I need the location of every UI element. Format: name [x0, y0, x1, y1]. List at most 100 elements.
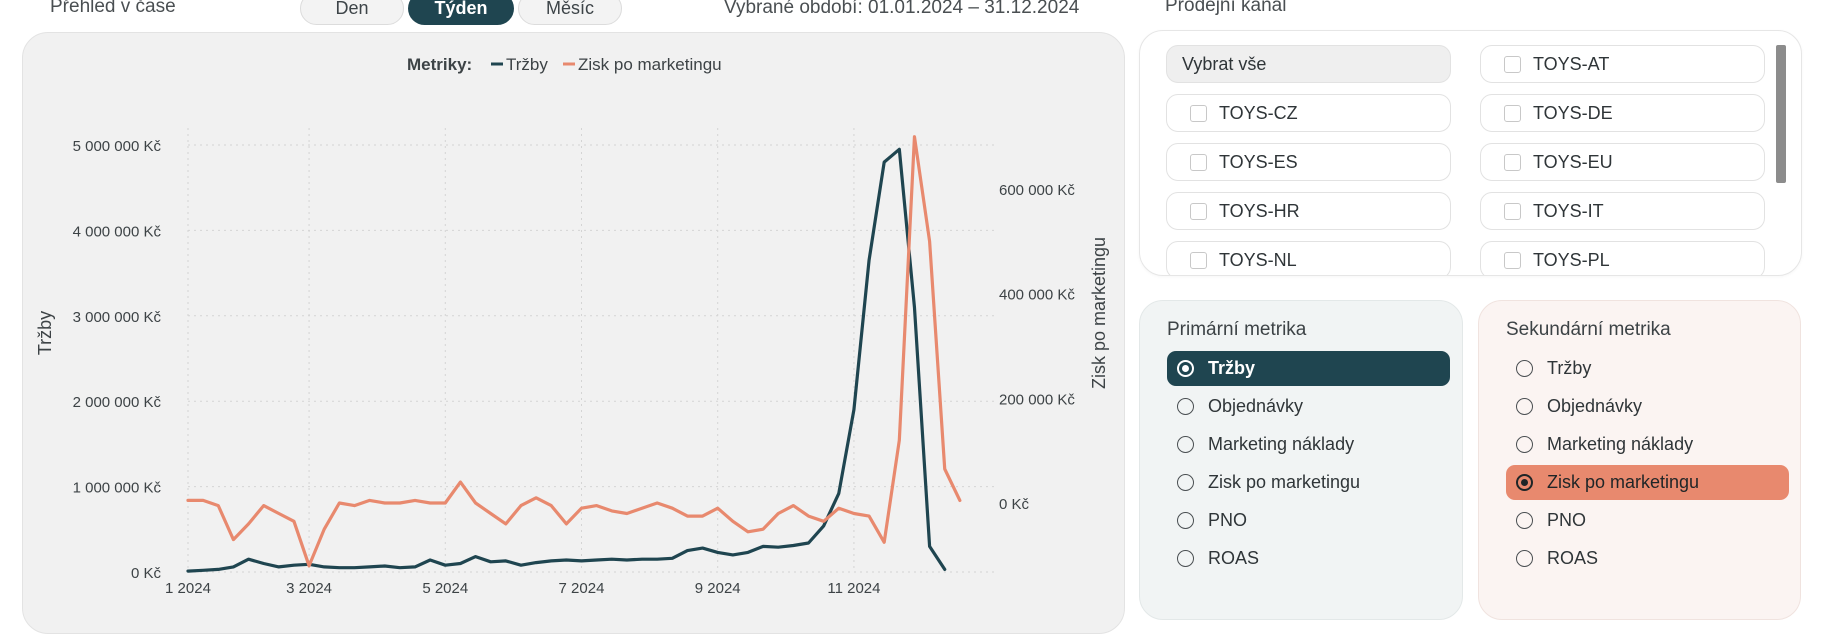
channel-label: TOYS-ES: [1219, 151, 1298, 172]
legend-label-zisk[interactable]: Zisk po marketingu: [578, 55, 722, 74]
y2-tick-label: 400 000 Kč: [999, 287, 1075, 304]
channel-toys-it[interactable]: TOYS-IT: [1480, 192, 1765, 230]
channel-label: TOYS-IT: [1533, 200, 1604, 221]
select-all-channels-button[interactable]: Vybrat vše: [1166, 45, 1451, 83]
y-tick-label: 1 000 000 Kč: [73, 480, 162, 497]
timeline-chart: 0 Kč 1 000 000 Kč 2 000 000 Kč 3 000 000 Kč…: [35, 55, 1109, 597]
radio-icon[interactable]: [1516, 550, 1533, 567]
select-all-label: Vybrat vše: [1182, 53, 1267, 74]
channel-toys-at[interactable]: TOYS-AT: [1480, 45, 1765, 83]
secondary-option-objednavky[interactable]: Objednávky: [1506, 389, 1789, 424]
primary-metric-panel: Primární metrika Tržby Objednávky Market…: [1139, 300, 1463, 620]
option-label: Tržby: [1208, 358, 1256, 378]
chart-legend[interactable]: Metriky: Tržby Zisk po marketingu: [407, 55, 722, 74]
radio-icon[interactable]: [1177, 474, 1194, 491]
radio-icon[interactable]: [1177, 398, 1194, 415]
checkbox-icon[interactable]: [1190, 153, 1207, 171]
y-tick-label: 5 000 000 Kč: [73, 138, 162, 155]
radio-icon[interactable]: [1516, 436, 1533, 453]
primary-option-marketing-naklady[interactable]: Marketing náklady: [1167, 427, 1450, 462]
channel-label: TOYS-HR: [1219, 200, 1300, 221]
channel-label: TOYS-AT: [1533, 53, 1610, 74]
primary-option-pno[interactable]: PNO: [1167, 503, 1450, 538]
option-label: Objednávky: [1208, 396, 1304, 416]
granularity-week-button[interactable]: Týden: [408, 0, 514, 25]
channel-toys-hr[interactable]: TOYS-HR: [1166, 192, 1451, 230]
secondary-option-marketing-naklady[interactable]: Marketing náklady: [1506, 427, 1789, 462]
checkbox-icon[interactable]: [1504, 202, 1521, 220]
primary-option-zisk-po-marketingu[interactable]: Zisk po marketingu: [1167, 465, 1450, 500]
x-tick-label: 7 2024: [559, 580, 605, 597]
checkbox-icon[interactable]: [1190, 251, 1207, 269]
radio-icon[interactable]: [1177, 550, 1194, 567]
radio-icon[interactable]: [1177, 436, 1194, 453]
y-tick-label: 0 Kč: [131, 565, 162, 582]
series-line-trzby[interactable]: [186, 147, 947, 573]
radio-icon[interactable]: [1177, 512, 1194, 529]
primary-option-objednavky[interactable]: Objednávky: [1167, 389, 1450, 424]
secondary-option-pno[interactable]: PNO: [1506, 503, 1789, 538]
secondary-option-zisk-po-marketingu[interactable]: Zisk po marketingu: [1506, 465, 1789, 500]
option-label: Marketing náklady: [1547, 434, 1694, 454]
chart-axes: 0 Kč 1 000 000 Kč 2 000 000 Kč 3 000 000 Kč…: [73, 138, 1076, 597]
radio-selected-icon[interactable]: [1177, 360, 1194, 377]
channel-toys-de[interactable]: TOYS-DE: [1480, 94, 1765, 132]
option-label: PNO: [1208, 510, 1248, 530]
section-title: Přehled v čase: [50, 0, 176, 17]
radio-icon[interactable]: [1516, 512, 1533, 529]
y-tick-label: 4 000 000 Kč: [73, 223, 162, 240]
granularity-month-button[interactable]: Měsíc: [518, 0, 622, 25]
legend-label-trzby[interactable]: Tržby: [506, 55, 548, 74]
channel-label: TOYS-DE: [1533, 102, 1613, 123]
timeline-chart-panel: 0 Kč 1 000 000 Kč 2 000 000 Kč 3 000 000 Kč…: [22, 32, 1125, 634]
x-tick-label: 11 2024: [827, 580, 880, 597]
chart-grid: [187, 128, 998, 573]
y-axis-label: Tržby: [35, 311, 55, 355]
x-tick-label: 1 2024: [165, 580, 211, 597]
channel-toys-pl[interactable]: TOYS-PL: [1480, 241, 1765, 275]
channel-toys-es[interactable]: TOYS-ES: [1166, 143, 1451, 181]
option-label: ROAS: [1547, 548, 1599, 568]
radio-selected-icon[interactable]: [1516, 474, 1533, 491]
secondary-metric-title: Sekundární metrika: [1506, 319, 1671, 340]
option-label: Objednávky: [1547, 396, 1643, 416]
channel-label: TOYS-EU: [1533, 151, 1613, 172]
channel-toys-cz[interactable]: TOYS-CZ: [1166, 94, 1451, 132]
channel-toys-eu[interactable]: TOYS-EU: [1480, 143, 1765, 181]
primary-option-trzby[interactable]: Tržby: [1167, 351, 1450, 386]
channel-label: TOYS-PL: [1533, 249, 1610, 270]
checkbox-icon[interactable]: [1190, 202, 1207, 220]
option-label: PNO: [1547, 510, 1587, 530]
secondary-metric-panel: Sekundární metrika Tržby Objednávky Mark…: [1478, 300, 1801, 620]
x-tick-label: 3 2024: [286, 580, 332, 597]
primary-metric-title: Primární metrika: [1167, 319, 1307, 340]
y2-tick-label: 600 000 Kč: [999, 182, 1075, 199]
channel-list-scrollbar[interactable]: [1776, 45, 1786, 183]
option-label: Tržby: [1547, 358, 1592, 378]
channel-title: Prodejní kanál: [1165, 0, 1287, 16]
series-line-zisk-po-marketingu[interactable]: [186, 135, 962, 568]
channel-label: TOYS-CZ: [1219, 102, 1298, 123]
checkbox-icon[interactable]: [1190, 104, 1207, 122]
x-tick-label: 9 2024: [695, 580, 741, 597]
option-label: Zisk po marketingu: [1208, 472, 1361, 492]
checkbox-icon[interactable]: [1504, 104, 1521, 122]
legend-title: Metriky:: [407, 55, 472, 74]
granularity-day-button[interactable]: Den: [300, 0, 404, 25]
checkbox-icon[interactable]: [1504, 55, 1521, 73]
y2-axis-label: Zisk po marketingu: [1089, 237, 1109, 389]
channel-toys-nl[interactable]: TOYS-NL: [1166, 241, 1451, 275]
checkbox-icon[interactable]: [1504, 153, 1521, 171]
secondary-option-trzby[interactable]: Tržby: [1506, 351, 1789, 386]
secondary-option-roas[interactable]: ROAS: [1506, 541, 1789, 576]
x-tick-label: 5 2024: [422, 580, 468, 597]
y-tick-label: 2 000 000 Kč: [73, 394, 162, 411]
radio-icon[interactable]: [1516, 398, 1533, 415]
radio-icon[interactable]: [1516, 360, 1533, 377]
option-label: Zisk po marketingu: [1547, 472, 1700, 492]
channel-label: TOYS-NL: [1219, 249, 1297, 270]
chart-series: [186, 135, 962, 573]
y2-tick-label: 200 000 Kč: [999, 391, 1075, 408]
primary-option-roas[interactable]: ROAS: [1167, 541, 1450, 576]
checkbox-icon[interactable]: [1504, 251, 1521, 269]
